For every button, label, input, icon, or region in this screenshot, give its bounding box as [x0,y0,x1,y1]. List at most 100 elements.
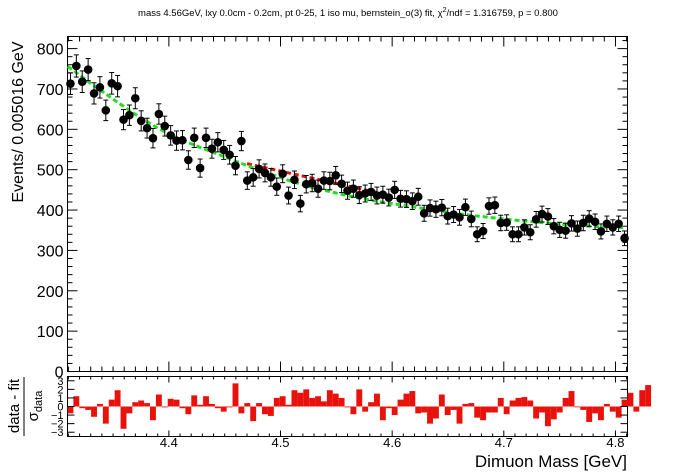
pull-y-tick-label: 3 [57,376,63,388]
pull-bar [568,391,575,407]
pull-bar [332,393,339,407]
pull-bar [102,406,109,424]
data-marker [278,169,287,179]
title-chi: χ [438,8,443,19]
data-point [66,72,75,96]
pull-bar [592,406,599,414]
pull-bar [250,406,257,422]
pull-bar [132,402,139,407]
pull-bar [574,406,581,408]
data-marker [413,192,423,202]
data-marker [478,226,488,236]
x-tick-label: 4.4 [160,435,178,450]
pull-bar [220,406,227,412]
data-point [213,132,223,153]
data-point [337,174,346,194]
data-point [284,186,293,205]
pull-bar [85,406,92,410]
data-marker [419,208,429,218]
data-marker [89,89,99,98]
pull-bar [462,403,469,407]
data-point [260,163,270,183]
data-point [349,179,358,198]
pull-bar [562,397,569,407]
x-tick-label: 4.6 [383,435,401,450]
pull-bar [480,406,487,421]
data-marker [296,199,305,208]
data-marker [461,202,470,212]
data-marker [248,173,258,182]
pull-bar [550,406,557,420]
pull-bar [197,404,204,407]
pull-bar [403,393,410,407]
y-tick-label: 700 [37,82,64,99]
data-marker [596,227,606,236]
data-marker [260,168,270,178]
y-tick-label: 600 [37,122,64,139]
data-point [72,54,81,78]
pull-bar [338,397,345,407]
pull-bar [273,397,280,407]
data-marker [125,110,134,120]
fit-curves [66,65,626,229]
data-point [130,87,140,110]
data-marker [408,196,417,206]
data-marker [225,150,234,160]
pull-bar [468,403,475,407]
pull-bar [497,397,504,407]
data-marker [325,176,335,186]
data-point [184,150,193,170]
pull-y-tick-label: 0 [57,402,63,414]
data-point [83,58,93,82]
data-point [189,127,199,149]
pull-bar [326,390,333,407]
pull-bar [79,406,86,409]
data-point [125,104,134,126]
pull-bar [238,406,245,414]
data-marker [195,163,205,173]
pull-bar [432,406,439,419]
pull-bar [544,406,551,427]
data-point [413,187,423,206]
data-point [95,76,105,99]
y-tick-label: 100 [37,324,64,341]
pull-bar [521,397,528,407]
y-tick-label: 800 [37,42,64,59]
pull-bar [456,406,463,424]
data-marker [201,133,211,143]
data-point [142,117,152,139]
pull-y-tick-label: −1 [51,410,64,422]
data-point [219,139,229,160]
data-point [225,144,234,165]
pull-bar [179,406,186,409]
data-marker [130,93,140,103]
pull-bar [580,406,587,410]
data-marker [514,229,523,239]
pull-y-tick-label: 2 [57,384,63,396]
data-marker [184,155,193,165]
data-marker [142,123,152,133]
pull-bar [155,394,162,407]
pull-bar [161,406,168,408]
pull-bar [639,390,646,407]
pull-bar [421,406,428,413]
pull-bar [385,406,392,409]
data-point [508,226,517,243]
pull-y-label-subscript: data [33,390,45,412]
y-tick-label: 500 [37,163,64,180]
pull-bar [279,396,286,407]
data-marker [290,175,299,185]
data-point [113,74,122,98]
x-tick-label: 4.8 [606,435,624,450]
pull-y-tick-label: −3 [51,427,64,439]
pull-y-label-denominator: σdata [25,390,45,422]
data-marker [189,133,199,143]
pull-bar [474,406,481,418]
data-point [461,198,470,216]
data-point [101,99,111,122]
pull-bar [409,391,416,407]
data-point [502,214,511,231]
x-tick-label: 4.5 [271,435,289,450]
pull-bar [120,406,127,429]
